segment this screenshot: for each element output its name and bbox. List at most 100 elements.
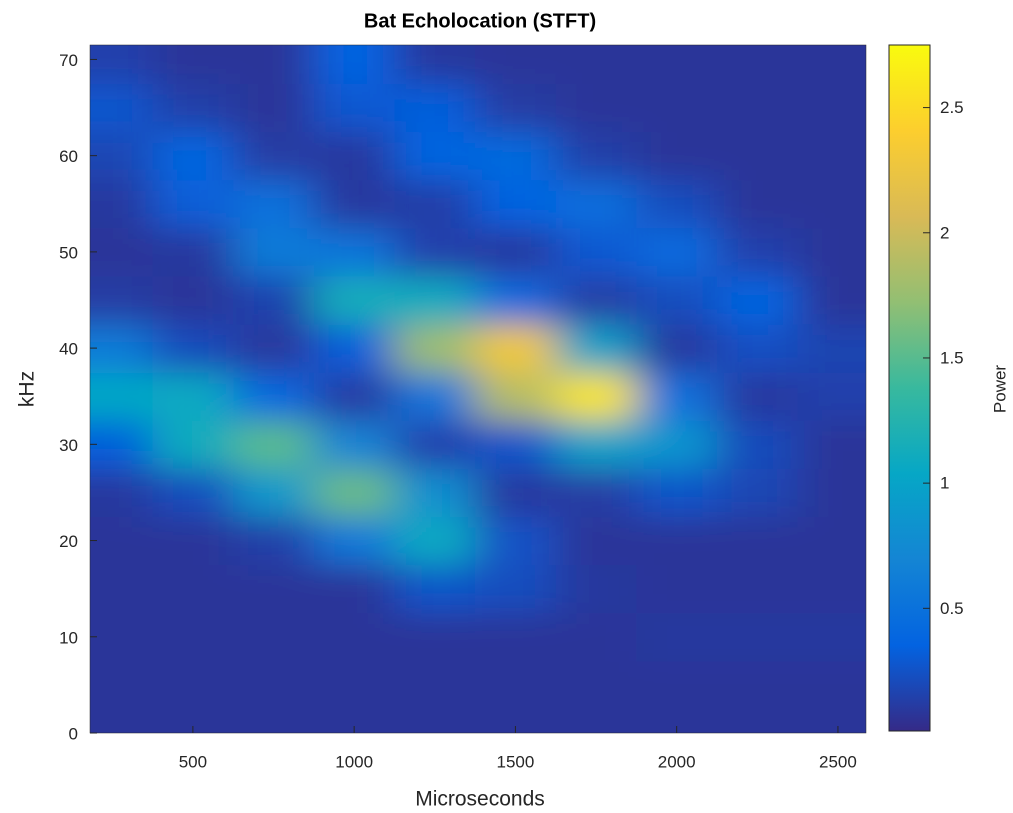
heatmap-cell xyxy=(233,612,315,662)
heatmap-cell xyxy=(394,131,476,181)
heatmap-cell xyxy=(233,372,315,421)
heatmap-cell xyxy=(90,324,154,373)
heatmap-cell xyxy=(475,564,557,614)
heatmap-cell xyxy=(636,179,718,229)
colorbar-tick-label: 0.5 xyxy=(940,599,964,618)
heatmap-cell xyxy=(152,324,234,373)
heatmap-cell xyxy=(555,612,637,662)
heatmap-cell xyxy=(152,179,234,229)
heatmap-cell xyxy=(797,324,866,373)
heatmap-cell xyxy=(313,324,395,373)
heatmap-cell xyxy=(313,45,395,84)
heatmap-cell xyxy=(555,660,637,710)
heatmap-cell xyxy=(233,420,315,469)
heatmap-cell xyxy=(636,131,718,181)
heatmap-cell xyxy=(394,372,476,421)
heatmap-cell xyxy=(475,45,557,84)
heatmap-cell xyxy=(394,660,476,710)
heatmap-cell xyxy=(90,468,154,517)
y-tick-label: 70 xyxy=(59,51,78,70)
heatmap-cell xyxy=(797,275,866,325)
heatmap-cell xyxy=(394,275,476,325)
heatmap-cell xyxy=(152,227,234,277)
heatmap-cell xyxy=(152,275,234,325)
heatmap-cell xyxy=(555,227,637,277)
heatmap-cell xyxy=(90,45,154,84)
y-tick-label: 20 xyxy=(59,532,78,551)
heatmap-cell xyxy=(636,612,718,662)
heatmap-cell xyxy=(152,45,234,84)
heatmap-cell xyxy=(636,275,718,325)
x-axis-label: Microseconds xyxy=(415,788,545,811)
heatmap-cell xyxy=(475,131,557,181)
heatmap-cell xyxy=(90,179,154,229)
heatmap-cell xyxy=(636,660,718,710)
heatmap-cell xyxy=(636,45,718,84)
heatmap-cell xyxy=(636,83,718,133)
heatmap-cell xyxy=(233,275,315,325)
heatmap-cell xyxy=(797,612,866,662)
heatmap-cell xyxy=(152,660,234,710)
heatmap-cell xyxy=(555,372,637,421)
colorbar xyxy=(888,44,931,732)
heatmap-cell xyxy=(636,420,718,469)
heatmap-cell xyxy=(152,131,234,181)
heatmap-cell xyxy=(394,708,476,733)
y-tick-label: 60 xyxy=(59,147,78,166)
plot-area xyxy=(90,45,866,733)
heatmap-cell xyxy=(152,612,234,662)
heatmap-cell xyxy=(555,708,637,733)
heatmap-cell xyxy=(394,516,476,566)
heatmap-cell xyxy=(313,612,395,662)
y-tick-label: 10 xyxy=(59,628,78,647)
heatmap-cell xyxy=(797,420,866,469)
x-tick-label: 1000 xyxy=(335,752,373,771)
heatmap-cell xyxy=(716,179,799,229)
heatmap-cell xyxy=(555,516,637,566)
heatmap-cell xyxy=(636,468,718,517)
heatmap-cell xyxy=(475,227,557,277)
heatmap-cell xyxy=(797,708,866,733)
heatmap-cell xyxy=(233,324,315,373)
heatmap-cell xyxy=(313,372,395,421)
heatmap-cell xyxy=(716,275,799,325)
x-tick-label: 2000 xyxy=(658,752,696,771)
heatmap-cell xyxy=(233,468,315,517)
heatmap-cell xyxy=(797,564,866,614)
heatmap-cell xyxy=(152,83,234,133)
heatmap-cell xyxy=(233,131,315,181)
heatmap-cell xyxy=(555,468,637,517)
heatmap-cell xyxy=(636,564,718,614)
heatmap-cell xyxy=(716,660,799,710)
x-tick-label: 2500 xyxy=(819,752,857,771)
heatmap-cell xyxy=(233,564,315,614)
heatmap-cell xyxy=(716,564,799,614)
heatmap-cell xyxy=(152,564,234,614)
heatmap-cell xyxy=(90,660,154,710)
colorbar-label: Power xyxy=(990,365,1009,414)
heatmap-cell xyxy=(555,179,637,229)
colorbar-tick-label: 1.5 xyxy=(940,348,964,367)
heatmap-cell xyxy=(716,324,799,373)
heatmap-cell xyxy=(394,179,476,229)
colorbar-tick-label: 2 xyxy=(940,223,949,242)
heatmap-cell xyxy=(313,131,395,181)
heatmap-cell xyxy=(475,275,557,325)
heatmap-cell xyxy=(797,372,866,421)
heatmap-cell xyxy=(233,179,315,229)
heatmap-cell xyxy=(716,372,799,421)
heatmap-cell xyxy=(555,131,637,181)
heatmap-cell xyxy=(233,660,315,710)
heatmap-cell xyxy=(475,516,557,566)
heatmap-cell xyxy=(90,420,154,469)
heatmap-cell xyxy=(90,275,154,325)
heatmap-cell xyxy=(90,708,154,733)
heatmap-cell xyxy=(797,516,866,566)
heatmap-cell xyxy=(233,83,315,133)
heatmap-cell xyxy=(313,516,395,566)
heatmap-cell xyxy=(797,83,866,133)
heatmap-cell xyxy=(90,83,154,133)
heatmap-cell xyxy=(313,83,395,133)
heatmap-cell xyxy=(152,420,234,469)
